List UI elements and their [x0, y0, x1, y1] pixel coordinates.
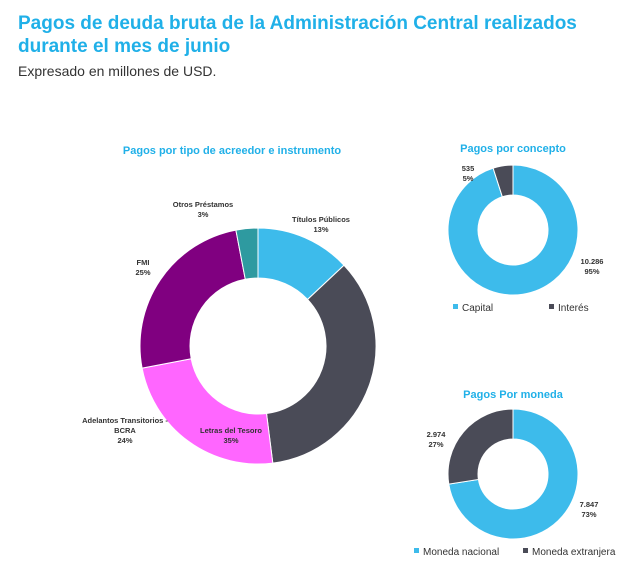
page-title: Pagos de deuda bruta de la Administració… — [18, 13, 577, 57]
slice-label-value: 25% — [135, 268, 150, 277]
slice-fmi — [139, 229, 246, 369]
slice-label-capital: 10.286 95% — [581, 257, 604, 276]
slice-label-value: 535 — [462, 164, 475, 173]
slice-label-percent: 73% — [581, 510, 596, 519]
slice-interes — [492, 164, 514, 198]
chart-title: Pagos por concepto — [460, 143, 566, 155]
slice-letras-del-tesoro — [265, 264, 377, 464]
slice-label-value: 24% — [117, 436, 132, 445]
slice-otros-prestamos — [235, 227, 259, 280]
chart-title: Pagos Por moneda — [463, 389, 564, 401]
slice-label-percent: 95% — [584, 267, 599, 276]
slice-label-adelantos: Adelantos Transitorios - BCRA 24% — [82, 416, 168, 445]
slice-label-interes: 535 5% — [462, 164, 475, 183]
slice-label-letras: Letras del Tesoro 35% — [200, 426, 262, 445]
slice-label-line: Letras del Tesoro — [200, 426, 262, 435]
slice-label-value: 35% — [223, 436, 238, 445]
slice-label-line: Otros Préstamos — [173, 200, 233, 209]
slice-label-percent: 5% — [463, 174, 474, 183]
slice-moneda-nacional — [448, 408, 579, 540]
slice-label-value: 10.286 — [581, 257, 604, 266]
slice-adelantos-transitorios-bcra — [141, 358, 274, 465]
slice-label-line: Adelantos Transitorios - — [82, 416, 168, 425]
slice-moneda-extranjera — [447, 408, 514, 485]
chart-title: Pagos por tipo de acreedor e instrumento — [123, 145, 341, 157]
legend-swatch-extranjera — [523, 548, 528, 553]
slice-label-value: 13% — [313, 225, 328, 234]
slice-label-extranjera: 2.974 27% — [427, 430, 447, 449]
legend: Moneda nacional Moneda extranjera — [414, 547, 616, 558]
legend-label-extranjera: Moneda extranjera — [532, 547, 616, 558]
donut-plot — [139, 227, 377, 465]
chart-creditor-instrument: Pagos por tipo de acreedor e instrumento… — [82, 145, 377, 465]
slice-capital — [447, 164, 579, 296]
slice-label-titulos: Títulos Públicos 13% — [292, 215, 350, 234]
slice-label-value: 7.847 — [580, 500, 599, 509]
page-subtitle: Expresado en millones de USD. — [18, 63, 217, 79]
slice-label-percent: 27% — [428, 440, 443, 449]
chart-concept: Pagos por concepto 10.286 95% 535 5% Cap… — [447, 143, 604, 314]
donut-plot — [447, 408, 579, 540]
chart-currency: Pagos Por moneda 7.847 73% 2.974 27% Mon… — [414, 389, 616, 558]
slice-label-line: Títulos Públicos — [292, 215, 350, 224]
legend-swatch-interes — [549, 304, 554, 309]
legend-label-interes: Interés — [558, 303, 589, 314]
legend-label-nacional: Moneda nacional — [423, 547, 499, 558]
slice-label-line: BCRA — [114, 426, 136, 435]
slice-label-fmi: FMI 25% — [135, 258, 150, 277]
slice-label-nacional: 7.847 73% — [580, 500, 599, 519]
slice-label-value: 2.974 — [427, 430, 447, 439]
donut-plot — [447, 164, 579, 296]
slice-label-line: FMI — [137, 258, 150, 267]
legend-label-capital: Capital — [462, 303, 493, 314]
slice-label-otros: Otros Préstamos 3% — [173, 200, 233, 219]
legend-swatch-capital — [453, 304, 458, 309]
legend: Capital Interés — [453, 303, 589, 314]
legend-swatch-nacional — [414, 548, 419, 553]
slice-label-value: 3% — [198, 210, 209, 219]
